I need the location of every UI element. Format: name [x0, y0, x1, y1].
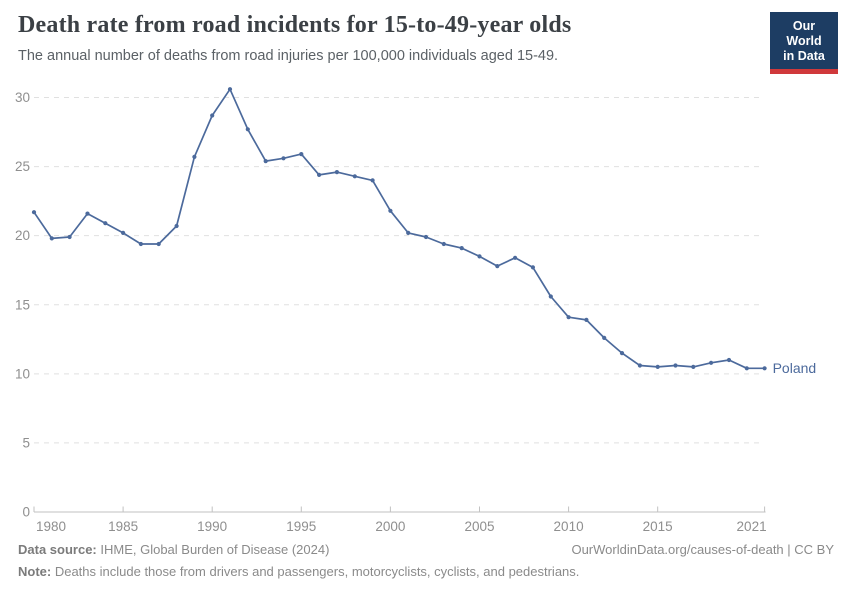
owid-logo-line1: Our World [786, 19, 822, 48]
owid-logo-box: Our World in Data [770, 12, 838, 70]
data-point [85, 211, 90, 216]
chart-subtitle: The annual number of deaths from road in… [18, 48, 559, 64]
page-title: Death rate from road incidents for 15-to… [18, 12, 572, 38]
y-axis-tick-label: 5 [22, 435, 30, 450]
x-axis-tick-label: 1980 [36, 519, 66, 534]
x-axis-tick-label: 1985 [108, 519, 138, 534]
chart-footer: Data source: IHME, Global Burden of Dise… [18, 542, 834, 586]
chart-header: Death rate from road incidents for 15-to… [18, 12, 758, 64]
x-axis-tick-label: 1995 [286, 519, 316, 534]
data-point [602, 335, 607, 340]
data-point [726, 357, 732, 363]
y-axis-tick-label: 10 [15, 366, 30, 381]
data-point [637, 363, 643, 368]
y-axis-tick-label: 20 [15, 228, 30, 243]
data-point [192, 154, 197, 159]
x-axis-tick-label: 2005 [464, 519, 494, 534]
y-axis-tick-label: 15 [15, 297, 30, 312]
data-point [441, 241, 446, 247]
data-point [495, 264, 500, 269]
data-source-label: Data source: [18, 542, 97, 557]
x-axis-tick-label: 1990 [197, 519, 227, 534]
x-axis-tick-label: 2021 [737, 519, 767, 534]
data-point [709, 360, 714, 365]
data-point [174, 223, 179, 229]
note-text: Note: Deaths include those from drivers … [18, 564, 580, 579]
data-point [49, 236, 54, 241]
x-axis-tick-label: 2015 [643, 519, 673, 534]
data-point [156, 241, 161, 247]
data-point [406, 230, 411, 235]
data-point [619, 351, 625, 356]
note-label: Note: [18, 564, 52, 579]
data-point [245, 127, 250, 132]
data-source-text: Data source: IHME, Global Burden of Dise… [18, 542, 330, 557]
data-point [566, 315, 571, 320]
owid-logo-red-bar [770, 69, 838, 75]
data-point [31, 210, 37, 215]
y-axis-tick-label: 30 [15, 90, 30, 105]
data-point [334, 170, 339, 175]
data-point [210, 113, 215, 118]
data-point [762, 366, 767, 371]
data-point [121, 230, 126, 235]
data-point [352, 174, 357, 179]
series-line [33, 88, 766, 370]
data-point [317, 172, 322, 177]
owid-citation-link[interactable]: OurWorldinData.org/causes-of-death | CC … [571, 542, 834, 557]
data-point [423, 234, 429, 240]
data-point [227, 87, 233, 92]
data-point [138, 241, 143, 247]
data-point [459, 246, 464, 251]
data-point [388, 208, 393, 213]
data-point [655, 364, 660, 369]
data-point [673, 363, 678, 368]
data-point [513, 255, 518, 260]
data-point [530, 265, 536, 270]
data-point [548, 294, 553, 299]
data-point [67, 234, 72, 240]
data-point [103, 221, 108, 226]
data-point [744, 366, 749, 371]
data-point [691, 364, 696, 369]
data-point [299, 152, 304, 157]
data-point [584, 317, 589, 322]
data-point [263, 159, 268, 164]
data-point [370, 178, 375, 183]
owid-logo-line2: in Data [783, 48, 825, 63]
x-axis-tick-label: 2000 [375, 519, 405, 534]
series-end-label: Poland [773, 360, 817, 376]
x-axis-tick-label: 2010 [554, 519, 584, 534]
y-axis-tick-label: 25 [15, 159, 30, 174]
y-axis-tick-label: 0 [22, 505, 30, 520]
data-point [477, 254, 482, 259]
data-point [281, 156, 286, 161]
owid-logo: Our World in Data [770, 12, 838, 75]
